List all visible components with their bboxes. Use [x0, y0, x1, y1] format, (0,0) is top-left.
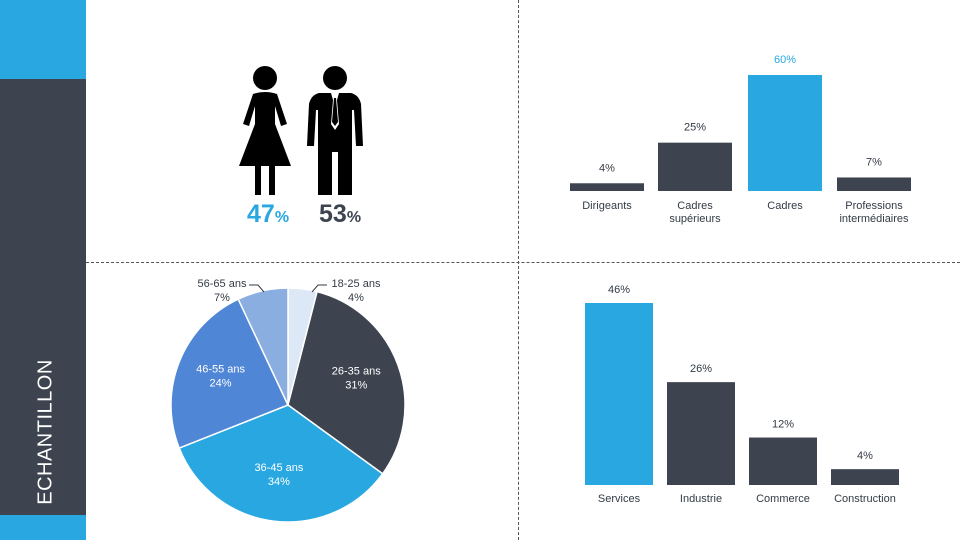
profession-bar: [658, 142, 732, 191]
man-icon: [307, 66, 363, 195]
sidebar: ECHANTILLON: [0, 0, 86, 540]
gender-icons: [239, 66, 363, 195]
profession-category-label: Dirigeants: [582, 200, 632, 212]
age-category-label: 18-25 ans: [332, 278, 381, 290]
age-pie-slice: [178, 404, 384, 523]
female-value: 47: [247, 200, 275, 228]
sector-value-label: 46%: [608, 284, 630, 296]
sector-bar: [585, 303, 653, 485]
sidebar-accent-bottom: [0, 515, 86, 540]
profession-category-label: Cadres: [767, 200, 803, 212]
profession-category-label: supérieurs: [669, 213, 721, 225]
age-value-label: 24%: [210, 377, 232, 389]
sector-category-label: Construction: [834, 493, 896, 505]
profession-bar: [570, 183, 644, 191]
sidebar-accent-top: [0, 0, 86, 79]
sector-value-label: 26%: [690, 363, 712, 375]
sector-bar: [667, 382, 735, 485]
age-pie-slice: [170, 298, 290, 450]
profession-bar: [748, 75, 822, 191]
age-category-label: 46-55 ans: [196, 363, 245, 375]
profession-value-label: 4%: [599, 162, 615, 174]
horizontal-divider: [86, 262, 960, 263]
female-unit: %: [274, 209, 290, 226]
sector-value-label: 12%: [772, 419, 794, 431]
age-leader-line: [311, 284, 327, 293]
age-category-label: 26-35 ans: [332, 365, 381, 377]
profession-category-label: intermédiaires: [839, 213, 909, 225]
profession-value-label: 7%: [866, 156, 882, 168]
profession-value-label: 25%: [684, 122, 706, 134]
male-unit: %: [346, 209, 362, 226]
sector-value-label: 4%: [857, 450, 873, 462]
profession-bar: [837, 177, 911, 191]
sector-category-label: Services: [598, 493, 641, 505]
age-category-label: 56-65 ans: [198, 278, 247, 290]
age-value-label: 31%: [345, 379, 367, 391]
sector-category-label: Industrie: [680, 493, 722, 505]
age-leader-line: [249, 284, 265, 293]
profession-category-label: Professions: [845, 200, 903, 212]
female-percentage: 47%: [247, 200, 289, 229]
sector-bar: [831, 469, 899, 485]
male-percentage: 53%: [319, 200, 361, 229]
sector-bar: [749, 437, 817, 485]
sector-category-label: Commerce: [756, 493, 810, 505]
sidebar-panel: [0, 79, 86, 515]
age-value-label: 34%: [268, 476, 290, 488]
age-value-label: 4%: [348, 292, 364, 304]
age-category-label: 36-45 ans: [254, 462, 303, 474]
vertical-divider: [518, 0, 519, 540]
age-pie-slice: [287, 290, 406, 475]
age-value-label: 7%: [214, 292, 230, 304]
profession-value-label: 60%: [774, 54, 796, 66]
profession-category-label: Cadres: [677, 200, 713, 212]
woman-icon: [239, 66, 291, 195]
male-value: 53: [319, 200, 347, 228]
